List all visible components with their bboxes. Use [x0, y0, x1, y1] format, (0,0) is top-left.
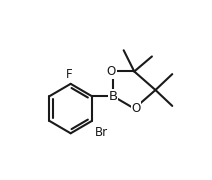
- Text: Br: Br: [95, 126, 108, 139]
- Text: F: F: [66, 69, 72, 82]
- Text: B: B: [109, 90, 118, 103]
- Text: O: O: [131, 102, 141, 115]
- Text: O: O: [107, 65, 116, 78]
